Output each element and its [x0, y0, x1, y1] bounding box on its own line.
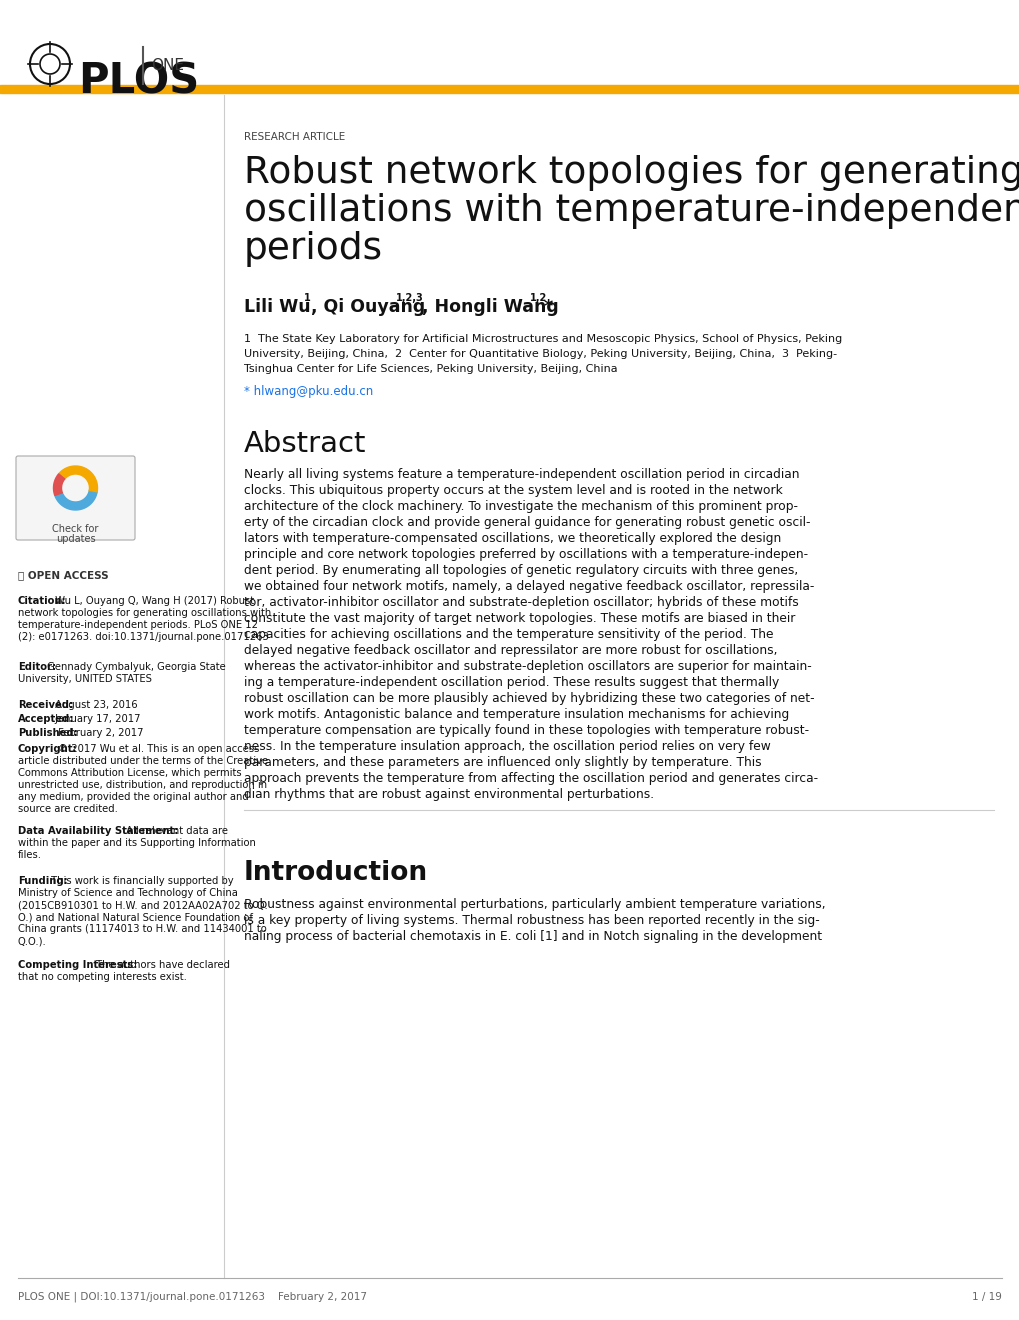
- Text: lators with temperature-compensated oscillations, we theoretically explored the : lators with temperature-compensated osci…: [244, 532, 781, 545]
- Text: ness. In the temperature insulation approach, the oscillation period relies on v: ness. In the temperature insulation appr…: [244, 741, 770, 752]
- Text: Robust network topologies for generating: Robust network topologies for generating: [244, 154, 1019, 191]
- Text: naling process of bacterial chemotaxis in E. coli [1] and in Notch signaling in : naling process of bacterial chemotaxis i…: [244, 931, 821, 942]
- Text: erty of the circadian clock and provide general guidance for generating robust g: erty of the circadian clock and provide …: [244, 516, 810, 529]
- Text: RESEARCH ARTICLE: RESEARCH ARTICLE: [244, 132, 344, 143]
- Text: Commons Attribution License, which permits: Commons Attribution License, which permi…: [18, 768, 242, 777]
- Text: Robustness against environmental perturbations, particularly ambient temperature: Robustness against environmental perturb…: [244, 898, 824, 911]
- Text: Lili Wu: Lili Wu: [244, 298, 311, 315]
- Text: Check for: Check for: [52, 524, 99, 535]
- Polygon shape: [55, 491, 97, 510]
- Text: within the paper and its Supporting Information: within the paper and its Supporting Info…: [18, 838, 256, 847]
- Text: source are credited.: source are credited.: [18, 804, 118, 814]
- Text: Funding:: Funding:: [18, 876, 67, 886]
- Text: files.: files.: [18, 850, 42, 861]
- Text: Editor:: Editor:: [18, 663, 56, 672]
- Text: 1: 1: [304, 293, 311, 304]
- Text: periods: periods: [244, 231, 383, 267]
- Text: we obtained four network motifs, namely, a delayed negative feedback oscillator,: we obtained four network motifs, namely,…: [244, 579, 813, 593]
- Text: whereas the activator-inhibitor and substrate-depletion oscillators are superior: whereas the activator-inhibitor and subs…: [244, 660, 811, 673]
- Text: article distributed under the terms of the Creative: article distributed under the terms of t…: [18, 756, 268, 766]
- Text: Accepted:: Accepted:: [18, 714, 74, 723]
- Text: PLOS ONE | DOI:10.1371/journal.pone.0171263    February 2, 2017: PLOS ONE | DOI:10.1371/journal.pone.0171…: [18, 1292, 367, 1303]
- Text: any medium, provided the original author and: any medium, provided the original author…: [18, 792, 249, 803]
- FancyBboxPatch shape: [16, 455, 135, 540]
- Text: © 2017 Wu et al. This is an open access: © 2017 Wu et al. This is an open access: [55, 744, 260, 754]
- Text: unrestricted use, distribution, and reproduction in: unrestricted use, distribution, and repr…: [18, 780, 267, 789]
- Text: 1  The State Key Laboratory for Artificial Microstructures and Mesoscopic Physic: 1 The State Key Laboratory for Artificia…: [244, 334, 842, 345]
- Text: constitute the vast majority of target network topologies. These motifs are bias: constitute the vast majority of target n…: [244, 612, 795, 624]
- Text: Q.O.).: Q.O.).: [18, 936, 47, 946]
- Text: China grants (11174013 to H.W. and 11434001 to: China grants (11174013 to H.W. and 11434…: [18, 924, 267, 935]
- Text: Ministry of Science and Technology of China: Ministry of Science and Technology of Ch…: [18, 888, 237, 898]
- Text: Competing Interests:: Competing Interests:: [18, 960, 138, 970]
- Polygon shape: [58, 466, 98, 492]
- Text: architecture of the clock machinery. To investigate the mechanism of this promin: architecture of the clock machinery. To …: [244, 500, 797, 513]
- Text: temperature-independent periods. PLoS ONE 12: temperature-independent periods. PLoS ON…: [18, 620, 258, 630]
- Text: *: *: [543, 298, 552, 315]
- Text: Introduction: Introduction: [244, 861, 428, 886]
- Text: , Qi Ouyang: , Qi Ouyang: [311, 298, 425, 315]
- Text: oscillations with temperature-independent: oscillations with temperature-independen…: [244, 193, 1019, 228]
- Text: delayed negative feedback oscillator and repressilator are more robust for oscil: delayed negative feedback oscillator and…: [244, 644, 776, 657]
- Text: February 2, 2017: February 2, 2017: [55, 729, 144, 738]
- Text: updates: updates: [56, 535, 95, 544]
- Text: 1,2: 1,2: [530, 293, 547, 304]
- Text: 🔒 OPEN ACCESS: 🔒 OPEN ACCESS: [18, 570, 108, 579]
- Text: approach prevents the temperature from affecting the oscillation period and gene: approach prevents the temperature from a…: [244, 772, 817, 785]
- Text: parameters, and these parameters are influenced only slightly by temperature. Th: parameters, and these parameters are inf…: [244, 756, 761, 770]
- Text: , Hongli Wang: , Hongli Wang: [422, 298, 558, 315]
- Text: Gennady Cymbalyuk, Georgia State: Gennady Cymbalyuk, Georgia State: [44, 663, 226, 672]
- Text: O.) and National Natural Science Foundation of: O.) and National Natural Science Foundat…: [18, 912, 253, 921]
- Text: ing a temperature-independent oscillation period. These results suggest that the: ing a temperature-independent oscillatio…: [244, 676, 779, 689]
- Text: University, UNITED STATES: University, UNITED STATES: [18, 675, 152, 684]
- Text: Abstract: Abstract: [244, 430, 366, 458]
- Text: The authors have declared: The authors have declared: [93, 960, 229, 970]
- Text: (2): e0171263. doi:10.1371/journal.pone.0171263: (2): e0171263. doi:10.1371/journal.pone.…: [18, 632, 268, 642]
- Text: * hlwang@pku.edu.cn: * hlwang@pku.edu.cn: [244, 385, 373, 399]
- Text: work motifs. Antagonistic balance and temperature insulation mechanisms for achi: work motifs. Antagonistic balance and te…: [244, 708, 789, 721]
- Text: dian rhythms that are robust against environmental perturbations.: dian rhythms that are robust against env…: [244, 788, 653, 801]
- Text: capacities for achieving oscillations and the temperature sensitivity of the per: capacities for achieving oscillations an…: [244, 628, 772, 642]
- Text: Received:: Received:: [18, 700, 73, 710]
- Text: Data Availability Statement:: Data Availability Statement:: [18, 826, 178, 836]
- Text: Wu L, Ouyang Q, Wang H (2017) Robust: Wu L, Ouyang Q, Wang H (2017) Robust: [52, 597, 254, 606]
- Text: Nearly all living systems feature a temperature-independent oscillation period i: Nearly all living systems feature a temp…: [244, 469, 799, 480]
- Text: Tsinghua Center for Life Sciences, Peking University, Beijing, China: Tsinghua Center for Life Sciences, Pekin…: [244, 364, 618, 374]
- Text: temperature compensation are typically found in these topologies with temperatur: temperature compensation are typically f…: [244, 723, 808, 737]
- Text: ONE: ONE: [151, 58, 183, 73]
- Text: tor, activator-inhibitor oscillator and substrate-depletion oscillator; hybrids : tor, activator-inhibitor oscillator and …: [244, 597, 798, 609]
- Text: PLOS: PLOS: [77, 59, 199, 102]
- Polygon shape: [53, 474, 65, 495]
- Text: is a key property of living systems. Thermal robustness has been reported recent: is a key property of living systems. The…: [244, 913, 819, 927]
- Text: August 23, 2016: August 23, 2016: [52, 700, 138, 710]
- Text: dent period. By enumerating all topologies of genetic regulatory circuits with t: dent period. By enumerating all topologi…: [244, 564, 798, 577]
- Text: (2015CB910301 to H.W. and 2012AA02A702 to Q.: (2015CB910301 to H.W. and 2012AA02A702 t…: [18, 900, 268, 909]
- Text: network topologies for generating oscillations with: network topologies for generating oscill…: [18, 609, 271, 618]
- Text: This work is financially supported by: This work is financially supported by: [48, 876, 233, 886]
- Bar: [0, 84, 1019, 92]
- Text: 1 / 19: 1 / 19: [971, 1292, 1001, 1302]
- Text: All relevant data are: All relevant data are: [122, 826, 227, 836]
- Text: January 17, 2017: January 17, 2017: [52, 714, 140, 723]
- Text: Published:: Published:: [18, 729, 77, 738]
- Text: 1,2,3: 1,2,3: [395, 293, 423, 304]
- Text: robust oscillation can be more plausibly achieved by hybridizing these two categ: robust oscillation can be more plausibly…: [244, 692, 814, 705]
- Text: Copyright:: Copyright:: [18, 744, 77, 754]
- Text: that no competing interests exist.: that no competing interests exist.: [18, 972, 186, 982]
- Text: clocks. This ubiquitous property occurs at the system level and is rooted in the: clocks. This ubiquitous property occurs …: [244, 484, 782, 498]
- Text: University, Beijing, China,  2  Center for Quantitative Biology, Peking Universi: University, Beijing, China, 2 Center for…: [244, 348, 837, 359]
- Text: Citation:: Citation:: [18, 597, 66, 606]
- Text: principle and core network topologies preferred by oscillations with a temperatu: principle and core network topologies pr…: [244, 548, 807, 561]
